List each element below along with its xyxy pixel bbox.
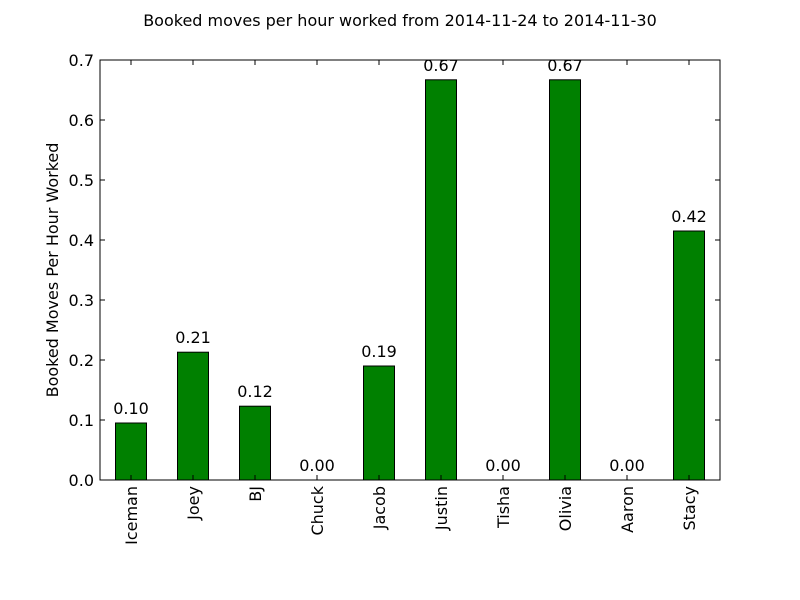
x-tick-label-joey: Joey bbox=[184, 486, 203, 521]
y-tick-label: 0.5 bbox=[69, 171, 94, 190]
y-axis-label: Booked Moves Per Hour Worked bbox=[43, 143, 62, 398]
bar-jacob bbox=[363, 365, 395, 481]
bar-olivia bbox=[549, 79, 581, 481]
chart-title: Booked moves per hour worked from 2014-1… bbox=[143, 11, 657, 30]
x-tick-label-iceman: Iceman bbox=[122, 486, 141, 545]
x-tick-label-stacy: Stacy bbox=[680, 486, 699, 531]
y-tick-label: 0.4 bbox=[69, 231, 94, 250]
bar-justin bbox=[425, 79, 457, 481]
data-label-aaron: 0.00 bbox=[609, 456, 645, 475]
y-tick-label: 0.0 bbox=[69, 471, 94, 490]
data-label-jacob: 0.19 bbox=[361, 342, 397, 361]
bar-joey bbox=[177, 351, 209, 481]
data-label-iceman: 0.10 bbox=[113, 399, 149, 418]
bars-layer bbox=[115, 79, 705, 481]
y-tick-label: 0.1 bbox=[69, 411, 94, 430]
x-tick-label-bj: BJ bbox=[246, 486, 265, 502]
data-label-chuck: 0.00 bbox=[299, 456, 335, 475]
y-tick-label: 0.7 bbox=[69, 51, 94, 70]
data-label-bj: 0.12 bbox=[237, 382, 273, 401]
bar-stacy bbox=[673, 230, 705, 481]
ticks-layer bbox=[100, 59, 720, 481]
data-label-justin: 0.67 bbox=[423, 56, 459, 75]
x-tick-label-jacob: Jacob bbox=[370, 486, 389, 530]
x-tick-label-olivia: Olivia bbox=[556, 486, 575, 531]
x-tick-label-justin: Justin bbox=[432, 486, 451, 531]
labels-layer: 0.10 Iceman 0.21 Joey 0.12 BJ 0.00 Chuck 0.19 Jac… bbox=[69, 51, 707, 545]
data-label-tisha: 0.00 bbox=[485, 456, 521, 475]
x-tick-label-tisha: Tisha bbox=[494, 486, 513, 529]
bar-bj bbox=[239, 405, 271, 481]
y-tick-label: 0.6 bbox=[69, 111, 94, 130]
plot-frame bbox=[99, 59, 721, 481]
x-tick-label-aaron: Aaron bbox=[618, 486, 637, 533]
data-label-joey: 0.21 bbox=[175, 328, 211, 347]
y-tick-label: 0.2 bbox=[69, 351, 94, 370]
data-label-stacy: 0.42 bbox=[671, 207, 707, 226]
bar-iceman bbox=[115, 422, 147, 481]
y-tick-label: 0.3 bbox=[69, 291, 94, 310]
data-label-olivia: 0.67 bbox=[547, 56, 583, 75]
x-tick-label-chuck: Chuck bbox=[308, 485, 327, 535]
